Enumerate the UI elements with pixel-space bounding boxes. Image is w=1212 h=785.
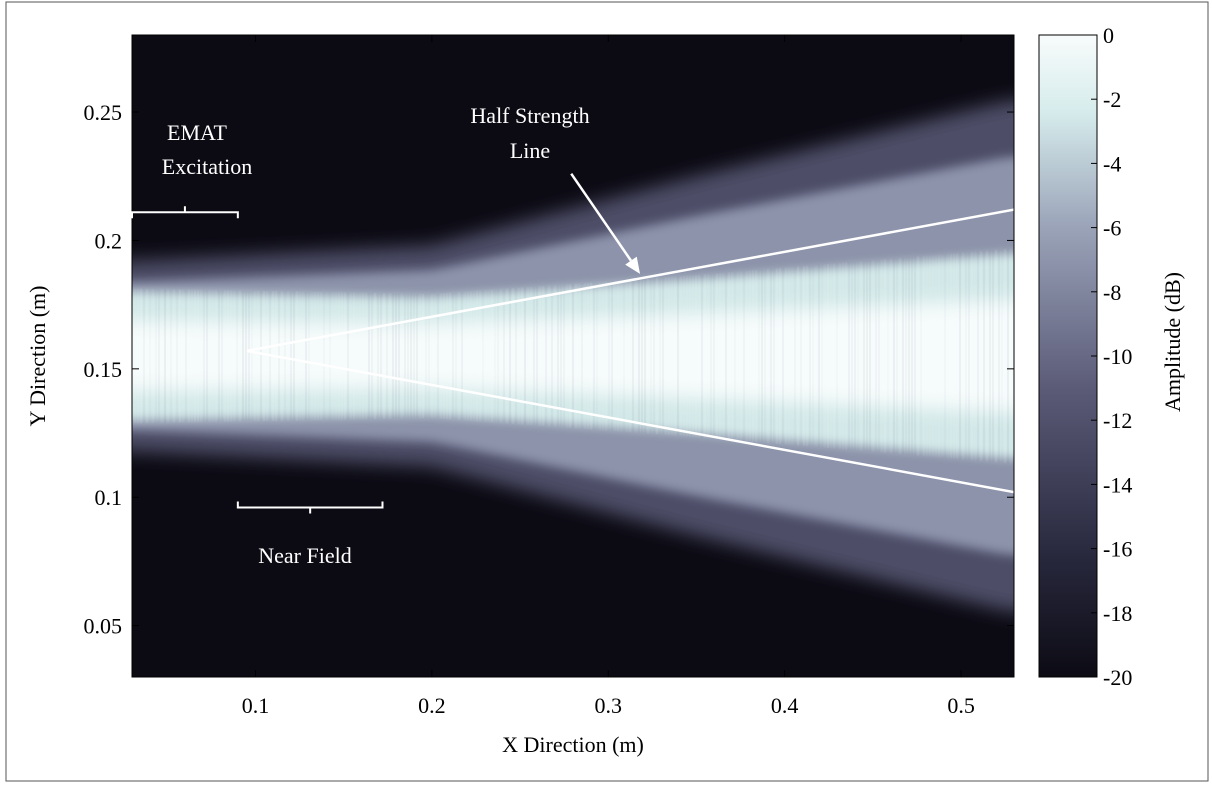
colorbar-tick-label: -14 xyxy=(1103,472,1132,497)
annotation-near-field: Near Field xyxy=(236,501,384,568)
colorbar-tick-label: -18 xyxy=(1103,601,1132,626)
y-axis-ticks: 0.05 0.1 0.15 0.2 0.25 xyxy=(84,100,1014,639)
x-axis-label: X Direction (m) xyxy=(502,732,644,757)
x-tick-label: 0.5 xyxy=(947,693,975,718)
plot-frame xyxy=(131,34,1015,678)
plot-area xyxy=(132,35,1014,677)
y-tick-label: 0.2 xyxy=(95,228,123,253)
emat-bracket xyxy=(131,206,239,219)
half-strength-line xyxy=(246,349,1014,494)
near-field-label: Near Field xyxy=(258,543,351,568)
y-tick-label: 0.1 xyxy=(95,485,123,510)
emat-label-line2: Excitation xyxy=(162,154,252,179)
half-strength-arrow-head xyxy=(625,256,641,274)
emat-label-line1: EMAT xyxy=(167,120,227,145)
colorbar-tick-label: -10 xyxy=(1103,344,1132,369)
colorbar-tick-label: -20 xyxy=(1103,665,1132,690)
colorbar-tick-label: -8 xyxy=(1103,280,1121,305)
colorbar-ticks: 0 -2 -4 -6 -8 -10 -12 -14 -16 -18 -20 xyxy=(1091,23,1132,690)
half-strength-label-line1: Half Strength xyxy=(470,103,589,128)
near-field-bracket xyxy=(236,501,384,514)
x-axis-ticks: 0.1 0.2 0.3 0.4 0.5 xyxy=(242,35,975,718)
x-tick-label: 0.1 xyxy=(242,693,270,718)
annotation-emat: EMAT Excitation xyxy=(131,120,252,219)
half-strength-lines xyxy=(246,208,1014,494)
colorbar-tick-label: -6 xyxy=(1103,216,1121,241)
beam-hot-region xyxy=(132,299,1014,413)
colorbar-tick-label: -12 xyxy=(1103,408,1132,433)
colorbar-label: Amplitude (dB) xyxy=(1160,272,1185,412)
y-tick-label: 0.15 xyxy=(84,357,123,382)
half-strength-arrow-line xyxy=(570,172,633,262)
colorbar-tick-label: -16 xyxy=(1103,537,1132,562)
vertical-striation-texture xyxy=(132,248,1012,464)
x-tick-label: 0.2 xyxy=(418,693,446,718)
x-tick-label: 0.4 xyxy=(771,693,799,718)
y-tick-label: 0.25 xyxy=(84,100,123,125)
y-tick-label: 0.05 xyxy=(84,614,123,639)
colorbar xyxy=(1038,34,1098,678)
colorbar-tick-label: -4 xyxy=(1103,151,1121,176)
x-tick-label: 0.3 xyxy=(595,693,623,718)
y-axis-label: Y Direction (m) xyxy=(25,286,50,427)
colorbar-tick-label: -2 xyxy=(1103,87,1121,112)
colorbar-tick-label: 0 xyxy=(1103,23,1114,48)
half-strength-label-line2: Line xyxy=(510,138,550,163)
annotation-half-strength: Half Strength Line xyxy=(470,103,641,274)
half-strength-line xyxy=(246,208,1014,353)
